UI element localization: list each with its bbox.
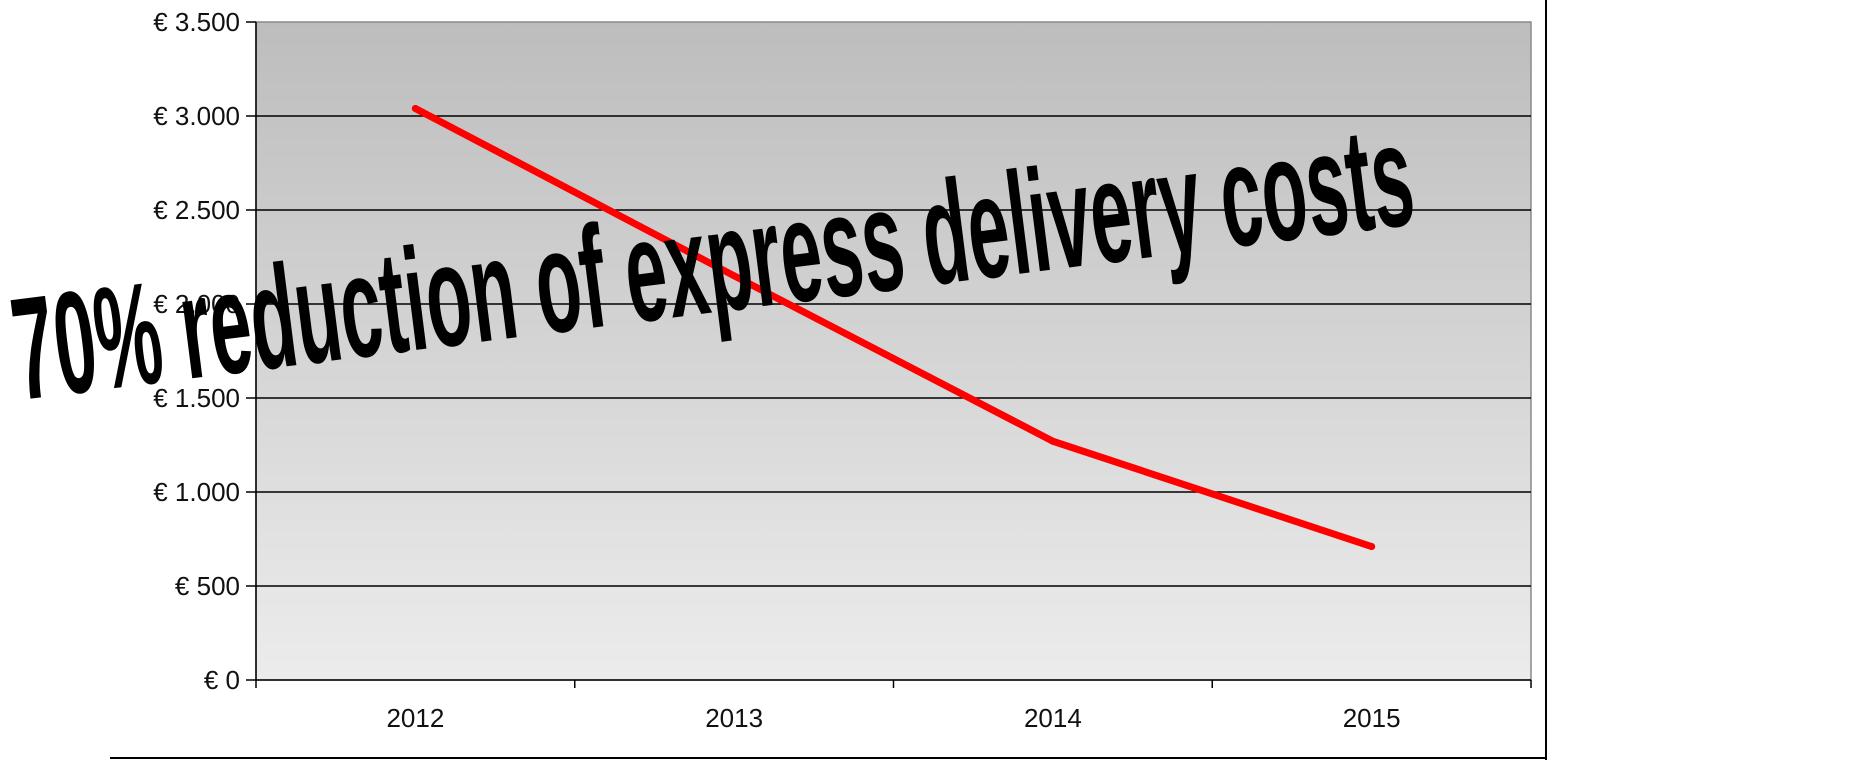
y-tick-label: € 500 (175, 571, 240, 601)
x-tick-label: 2015 (1343, 703, 1401, 733)
x-tick-label: 2012 (386, 703, 444, 733)
y-tick-label: € 2.500 (153, 195, 240, 225)
x-tick-label: 2013 (705, 703, 763, 733)
gridlines (256, 115, 1531, 587)
y-tick-label: € 3.000 (153, 101, 240, 131)
data-point (1049, 437, 1057, 445)
plot-area (255, 21, 1532, 681)
y-tick-label: € 1.500 (153, 383, 240, 413)
y-axis: € 0 € 500 € 1.000 € 1.500 € 2.000 € 2.500 € 3.… (153, 7, 257, 695)
data-point (1368, 543, 1376, 551)
data-point (730, 272, 738, 280)
y-tick-label: € 0 (204, 665, 240, 695)
x-tick-label: 2014 (1024, 703, 1082, 733)
y-tick-label: € 2.000 (153, 289, 240, 319)
y-tick-label: € 1.000 (153, 477, 240, 507)
x-axis: 2012 2013 2014 2015 (255, 679, 1532, 733)
series-line (411, 104, 1376, 551)
data-point (411, 104, 419, 112)
y-tick-label: € 3.500 (153, 7, 240, 37)
series-layer (411, 104, 1376, 551)
